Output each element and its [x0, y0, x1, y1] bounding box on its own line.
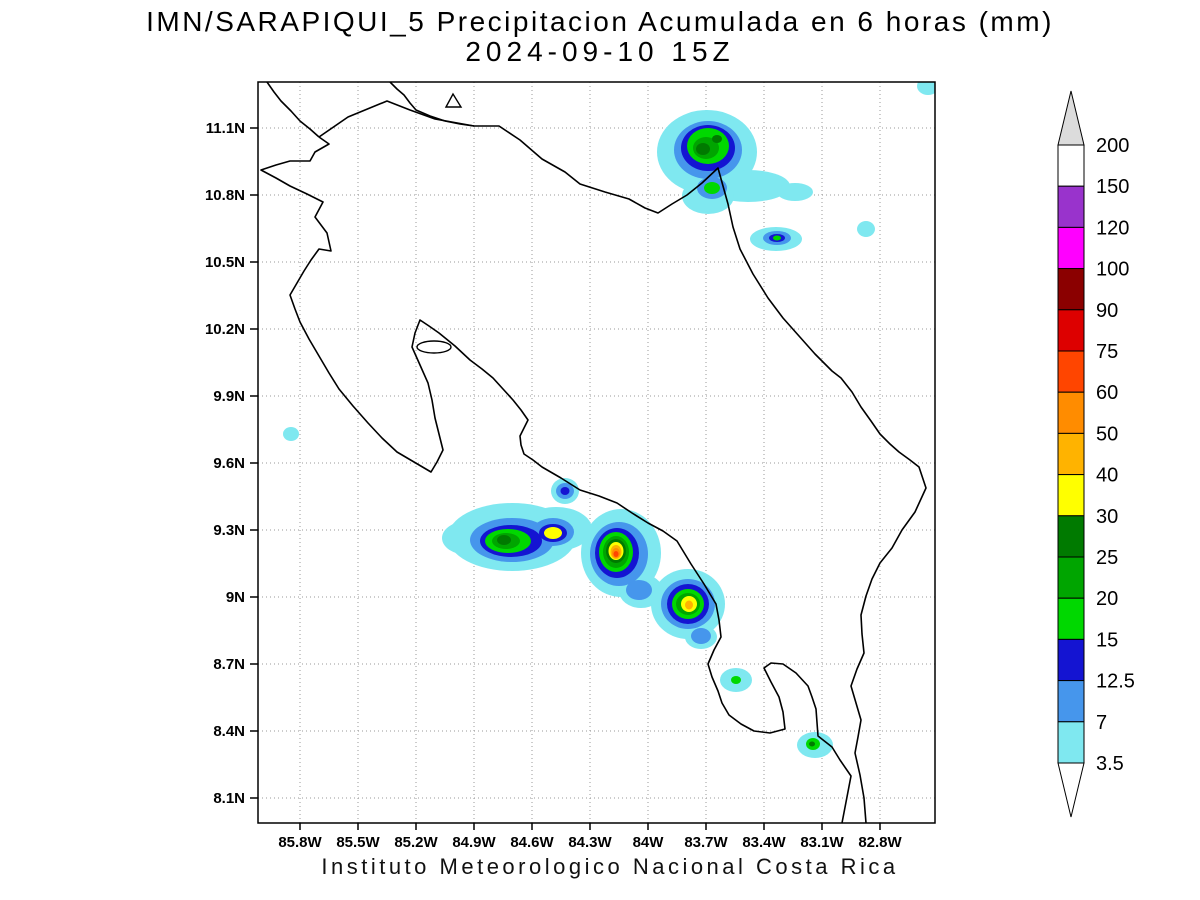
nicaragua-border-and-caribbean-coast: [318, 100, 927, 823]
colorbar-level-label: 200: [1096, 135, 1129, 157]
precip-cell: [560, 487, 570, 495]
figure-title: IMN/SARAPIQUI_5 Precipitacion Acumulada …: [146, 6, 1054, 37]
x-tick-label: 85.2W: [394, 834, 438, 851]
precip-cell: [685, 600, 693, 610]
colorbar-segment: [1057, 638, 1085, 682]
y-tick-label: 8.4N: [213, 723, 245, 740]
precip-cell: [626, 580, 652, 600]
colorbar-segment: [1057, 432, 1085, 476]
precip-cell: [691, 628, 711, 644]
colorbar-segment: [1057, 680, 1085, 723]
x-tick-label: 84W: [633, 834, 665, 851]
precip-cell: [917, 82, 935, 95]
x-tick-label: 82.8W: [858, 834, 902, 851]
colorbar-arrow-top: [1057, 90, 1085, 146]
y-tick-label: 9.6N: [213, 455, 245, 472]
x-tick-label: 85.5W: [336, 834, 380, 851]
colorbar-level-label: 120: [1096, 217, 1129, 239]
coastlines: [260, 82, 927, 823]
figure-subtitle-datetime: 2024-09-10 15Z: [465, 36, 735, 67]
x-tick-label: 84.6W: [510, 834, 554, 851]
colorbar-level-label: 12.5: [1096, 671, 1135, 693]
y-tick-label: 10.5N: [205, 254, 245, 271]
y-tick-label: 9.9N: [213, 388, 245, 405]
colorbar-arrow-bottom: [1057, 762, 1085, 818]
x-tick-label: 83.7W: [684, 834, 728, 851]
colorbar-level-label: 40: [1096, 465, 1118, 487]
precip-cell: [704, 182, 720, 194]
colorbar-level-label: 60: [1096, 382, 1118, 404]
colorbar-level-label: 50: [1096, 423, 1118, 445]
precip-cell: [283, 427, 299, 441]
precip-cell: [613, 551, 619, 557]
colorbar-level-label: 150: [1096, 176, 1129, 198]
colorbar-segment: [1057, 226, 1085, 270]
chira-island: [416, 340, 452, 354]
precip-cell: [777, 183, 813, 201]
pacific-coastline: [260, 136, 852, 823]
colorbar-level-label: 15: [1096, 629, 1118, 651]
colorbar-level-label: 7: [1096, 712, 1107, 734]
precip-cell: [731, 676, 741, 684]
precip-cell: [544, 527, 562, 539]
colorbar-segment: [1057, 721, 1085, 764]
x-tick-label: 84.3W: [568, 834, 612, 851]
colorbar-level-label: 90: [1096, 300, 1118, 322]
nicaragua-pacific-coast: [266, 82, 320, 138]
colorbar-legend: 200 150 120 100 90 75 60 50 40 30 25 20 15 12.5 7 3.5: [1057, 90, 1135, 818]
colorbar-segment: [1057, 556, 1085, 599]
x-tick-label: 85.8W: [278, 834, 322, 851]
y-tick-label: 11.1N: [206, 120, 245, 137]
colorbar-segment: [1057, 391, 1085, 434]
colorbar-level-label: 20: [1096, 588, 1118, 610]
colorbar-segment: [1057, 268, 1085, 311]
colorbar-level-label: 30: [1096, 506, 1118, 528]
precip-cell: [809, 741, 815, 747]
colorbar-segment: [1057, 474, 1085, 517]
x-tick-label: 83.4W: [742, 834, 786, 851]
lake-nicaragua-shore: [389, 82, 475, 127]
y-tick-label: 9N: [226, 589, 245, 606]
precip-cell: [696, 143, 710, 155]
precip-cell: [497, 535, 511, 545]
colorbar-level-label: 3.5: [1096, 753, 1124, 775]
colorbar-segment: [1057, 185, 1085, 228]
figure-footer: Instituto Meteorologico Nacional Costa R…: [321, 854, 899, 879]
lake-island: [444, 92, 463, 108]
y-tick-label: 8.7N: [213, 656, 245, 673]
colorbar-segment: [1057, 515, 1085, 558]
colorbar-segment: [1057, 350, 1085, 393]
colorbar-segment: [1057, 597, 1085, 640]
gridlines: [258, 82, 935, 823]
y-tick-label: 9.3N: [213, 522, 245, 539]
colorbar-level-label: 100: [1096, 259, 1129, 281]
y-tick-label: 10.8N: [205, 187, 245, 204]
colorbar-level-label: 25: [1096, 547, 1118, 569]
map-frame: [257, 81, 936, 824]
axis-ticks-and-labels: 85.8W 85.5W 85.2W 84.9W 84.6W 84.3W 84W 83.7W 83…: [205, 120, 903, 851]
precip-overlay: [283, 82, 935, 758]
colorbar-segment: [1057, 144, 1085, 187]
y-tick-label: 10.2N: [205, 321, 245, 338]
x-tick-label: 84.9W: [452, 834, 496, 851]
colorbar-segment: [1057, 309, 1085, 352]
precip-cell: [712, 135, 722, 143]
precip-cell: [773, 235, 781, 241]
colorbar-level-label: 75: [1096, 341, 1118, 363]
y-tick-label: 8.1N: [213, 790, 245, 807]
precip-cell: [857, 221, 875, 237]
x-tick-label: 83.1W: [800, 834, 844, 851]
